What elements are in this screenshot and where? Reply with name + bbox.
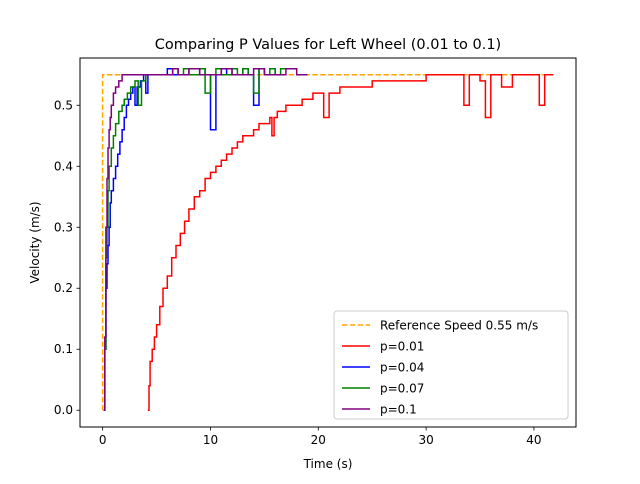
legend-label-p-0-04: p=0.04	[380, 361, 424, 375]
legend-label-reference-speed-0-55-m-s: Reference Speed 0.55 m/s	[380, 319, 538, 333]
y-tick-label: 0.4	[54, 159, 73, 173]
x-tick-label: 0	[99, 433, 107, 447]
legend-box	[333, 310, 569, 420]
x-tick-label: 10	[203, 433, 218, 447]
chart-title: Comparing P Values for Left Wheel (0.01 …	[155, 37, 501, 53]
x-tick-label: 30	[418, 433, 433, 447]
y-tick-label: 0.5	[54, 98, 73, 112]
series-line-reference-speed-0-55-m-s	[101, 74, 554, 411]
legend-label-p-0-07: p=0.07	[380, 382, 424, 396]
x-tick-label: 40	[526, 433, 541, 447]
y-axis: 0.0 0.1 0.2 0.3 0.4 0.5	[54, 98, 80, 417]
x-axis-label: Time (s)	[303, 457, 353, 471]
legend-label-p-0-01: p=0.01	[380, 340, 424, 354]
y-tick-label: 0.0	[54, 403, 73, 417]
y-tick-label: 0.1	[54, 342, 73, 356]
x-axis: 0 10 20 30 40	[99, 427, 542, 447]
y-tick-label: 0.3	[54, 220, 73, 234]
series-line-p-0-1	[103, 67, 308, 411]
series-line-p-0-01	[147, 74, 554, 411]
plot-area	[101, 67, 554, 411]
y-tick-label: 0.2	[54, 281, 73, 295]
x-tick-label: 20	[311, 433, 326, 447]
y-axis-label: Velocity (m/s)	[28, 201, 42, 283]
legend-label-p-0-1: p=0.1	[380, 403, 417, 417]
axes-frame	[79, 57, 577, 428]
legend: Reference Speed 0.55 m/s p=0.01 p=0.04 p=0.…	[333, 310, 569, 420]
